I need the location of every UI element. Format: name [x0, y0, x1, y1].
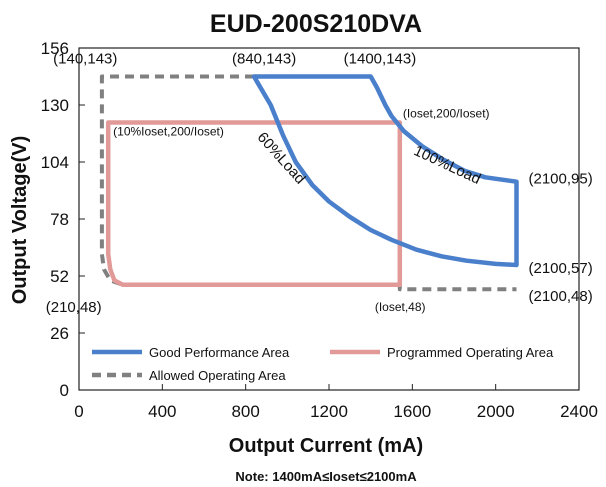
- annotation-label: (Ioset,200/Ioset): [403, 107, 490, 121]
- annotation-label: (1400,143): [344, 51, 417, 68]
- plot-frame: [78, 47, 580, 391]
- x-tick-label: 2000: [477, 402, 515, 421]
- annotation-label: (2100,57): [529, 260, 593, 277]
- annotation-label: 60%Load: [254, 129, 309, 187]
- series-programmed-operating-area: [105, 120, 403, 288]
- y-tick-label: 156: [41, 39, 69, 58]
- legend-label: Good Performance Area: [149, 345, 290, 360]
- x-tick-label: 2400: [560, 402, 598, 421]
- series-allowed-operating-area: [99, 74, 517, 292]
- annotation-label: (210,48): [46, 299, 102, 316]
- y-tick-label: 78: [50, 210, 69, 229]
- x-tick-label: 400: [148, 402, 176, 421]
- annotation-label: (2100,95): [529, 171, 593, 188]
- plot-area: 0 26 52 78 104 130 156 0 400 800 1200 1600 2000 2400: [41, 39, 598, 421]
- annotation-label: (2100,48): [529, 288, 593, 305]
- legend: Good Performance Area Programmed Operatin…: [92, 345, 554, 383]
- x-tick-label: 800: [231, 402, 259, 421]
- legend-item-allowed-operating-area: Allowed Operating Area: [92, 368, 286, 383]
- y-axis-label: Output Voltage(V): [9, 136, 31, 305]
- annotation-label: (Ioset,48): [375, 300, 426, 314]
- legend-label: Programmed Operating Area: [387, 345, 554, 360]
- x-axis-label: Output Current (mA): [229, 435, 423, 457]
- chart-title: EUD-200S210DVA: [210, 10, 422, 38]
- x-tick-label: 1200: [310, 402, 348, 421]
- legend-label: Allowed Operating Area: [149, 368, 286, 383]
- series-layer: [99, 74, 519, 292]
- series-good-performance-area: [251, 74, 519, 268]
- y-tick-label: 26: [50, 324, 69, 343]
- x-tick-label: 0: [74, 402, 83, 421]
- y-tick-label: 104: [41, 153, 69, 172]
- legend-item-programmed-operating-area: Programmed Operating Area: [330, 345, 554, 360]
- footnote: Note: 1400mA≤Ioset≤2100mA: [235, 469, 417, 484]
- y-tick-label: 52: [50, 267, 69, 286]
- annotation-label: (10%Ioset,200/Ioset): [113, 125, 224, 139]
- annotation-label: (140,143): [53, 51, 117, 68]
- annotation-label: 100%Load: [411, 142, 483, 188]
- y-tick-label: 0: [60, 381, 69, 400]
- x-tick-label: 1600: [393, 402, 431, 421]
- legend-item-good-performance-area: Good Performance Area: [92, 345, 290, 360]
- y-tick-label: 130: [41, 96, 69, 115]
- annotation-label: (840,143): [232, 51, 296, 68]
